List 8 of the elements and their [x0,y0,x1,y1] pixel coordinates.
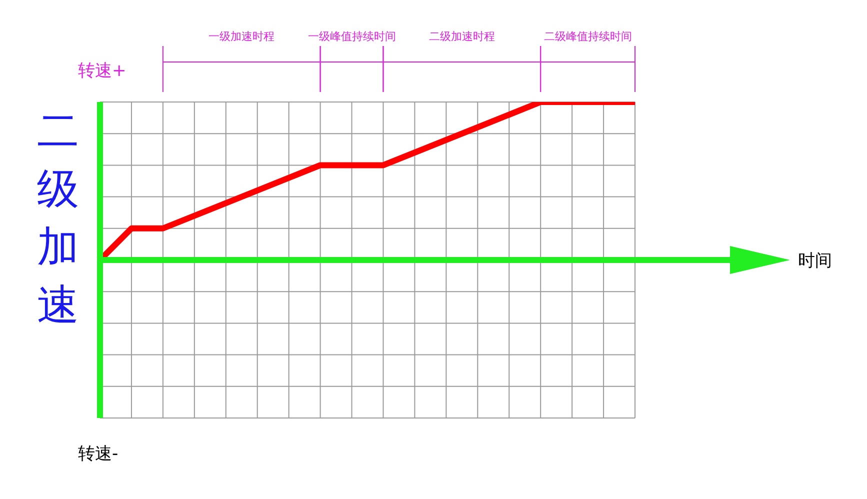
text: 二级加速时程 [428,30,495,43]
text: 一级峰值持续时间 [308,30,396,43]
text: 二级加速 [37,106,79,329]
text: 时间 [798,251,832,271]
text: 一级加速时程 [208,30,275,43]
text: 转速- [78,444,118,464]
text: 二级峰值持续时间 [544,30,632,43]
y-axis-title: 转速+ [78,61,126,81]
